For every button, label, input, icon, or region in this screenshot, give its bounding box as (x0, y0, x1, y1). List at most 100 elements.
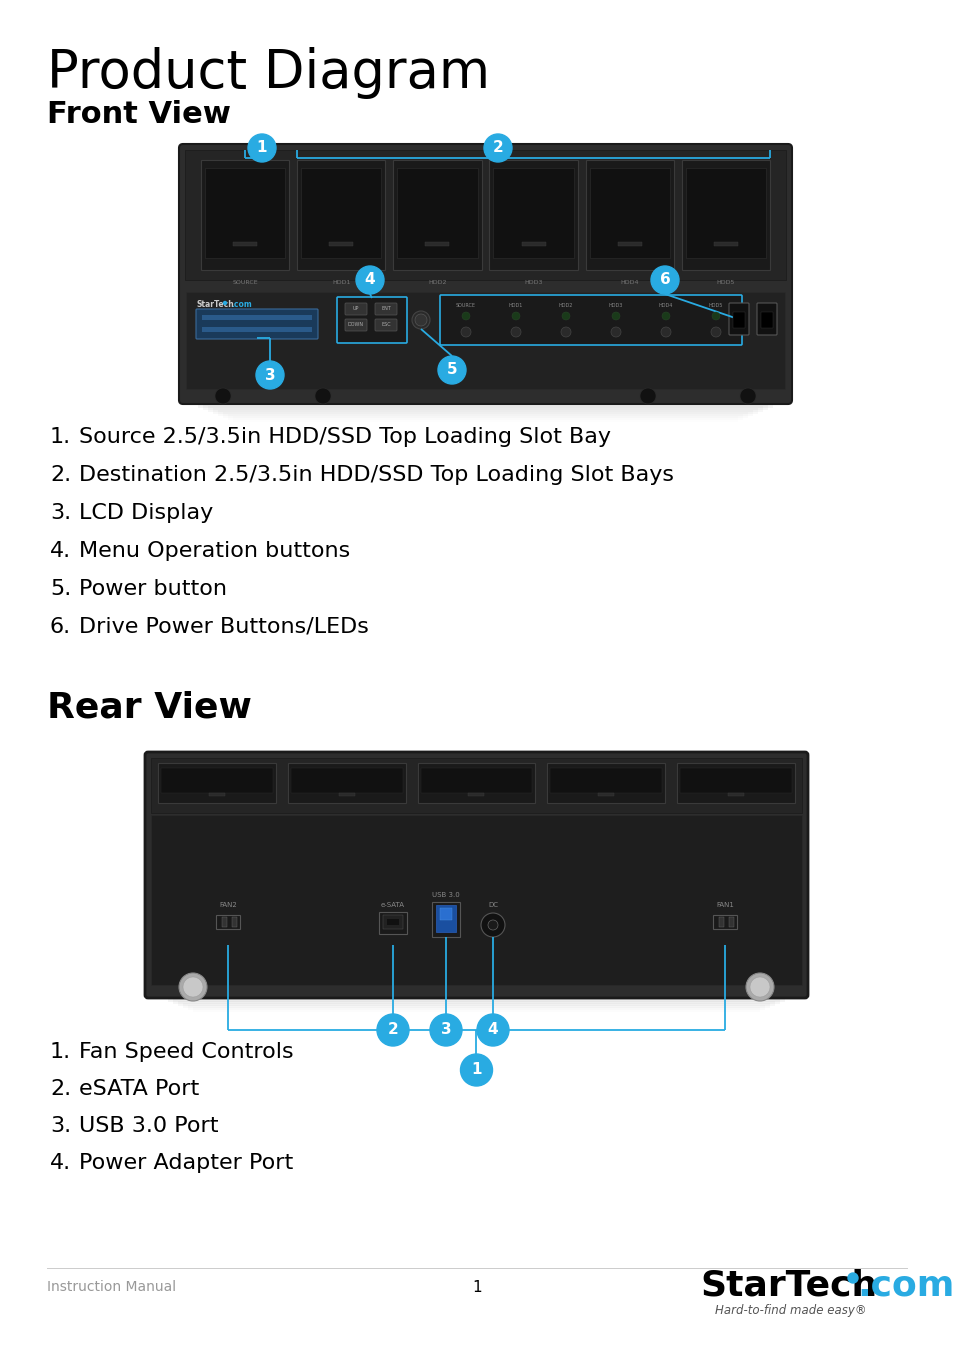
Circle shape (710, 327, 720, 338)
Circle shape (476, 1014, 509, 1046)
Text: HDD1: HDD1 (332, 280, 350, 285)
Bar (198, 402, 772, 408)
Bar (712, 915, 737, 929)
Circle shape (711, 312, 720, 320)
Bar (468, 794, 484, 796)
Text: 1.: 1. (50, 426, 71, 447)
Bar (713, 242, 737, 246)
Text: StarTech: StarTech (700, 1268, 877, 1302)
Text: Hard-to-find made easy®: Hard-to-find made easy® (714, 1305, 865, 1317)
Bar (233, 416, 738, 422)
Bar (218, 410, 752, 416)
Circle shape (480, 913, 504, 937)
Text: HDD4: HDD4 (619, 280, 639, 285)
FancyBboxPatch shape (336, 297, 407, 343)
Text: ESC: ESC (381, 323, 391, 327)
Bar (493, 168, 573, 258)
Text: 1: 1 (471, 1063, 481, 1077)
Bar (393, 160, 481, 270)
Bar (201, 160, 289, 270)
Text: USB 3.0 Port: USB 3.0 Port (79, 1116, 218, 1137)
Text: 4: 4 (487, 1022, 497, 1037)
Bar (185, 151, 785, 280)
Text: Power button: Power button (79, 578, 227, 599)
Text: SOURCE: SOURCE (232, 280, 257, 285)
Bar (186, 292, 784, 389)
Circle shape (223, 301, 226, 304)
Text: HDD2: HDD2 (558, 303, 573, 308)
Bar (719, 917, 723, 927)
Circle shape (355, 266, 384, 295)
Text: 6.: 6. (50, 617, 71, 638)
Text: USB 3.0: USB 3.0 (432, 892, 459, 898)
Text: 6: 6 (659, 273, 670, 288)
Text: 2.: 2. (50, 465, 71, 486)
Text: 1.: 1. (50, 1042, 71, 1063)
Text: 1: 1 (256, 140, 267, 156)
Circle shape (560, 327, 571, 338)
Text: ENT: ENT (380, 307, 391, 312)
FancyBboxPatch shape (345, 303, 367, 315)
Bar (172, 999, 780, 1003)
Bar (387, 919, 398, 925)
Circle shape (430, 1014, 461, 1046)
Bar (547, 763, 664, 803)
Bar (168, 997, 784, 1002)
Bar (228, 414, 742, 420)
Text: e-SATA: e-SATA (380, 902, 405, 908)
Bar (338, 794, 355, 796)
Text: DOWN: DOWN (348, 323, 364, 327)
FancyBboxPatch shape (195, 309, 317, 339)
Text: 3: 3 (440, 1022, 451, 1037)
Text: 1: 1 (472, 1280, 481, 1295)
Bar (233, 242, 256, 246)
Bar (178, 1001, 774, 1006)
Bar (425, 242, 449, 246)
Circle shape (460, 327, 471, 338)
Bar (188, 1005, 764, 1010)
Bar (550, 768, 661, 794)
Text: 3.: 3. (50, 1116, 71, 1137)
Text: 3: 3 (264, 367, 275, 382)
Text: eSATA Port: eSATA Port (79, 1079, 199, 1099)
Text: Drive Power Buttons/LEDs: Drive Power Buttons/LEDs (79, 617, 369, 638)
Bar (202, 315, 312, 320)
FancyBboxPatch shape (345, 319, 367, 331)
Text: 2: 2 (492, 140, 503, 156)
Circle shape (183, 976, 203, 997)
Bar (589, 168, 669, 258)
Circle shape (650, 266, 679, 295)
Text: FAN1: FAN1 (716, 902, 733, 908)
Text: DC: DC (488, 902, 497, 908)
Bar (727, 794, 743, 796)
Circle shape (847, 1272, 857, 1283)
Bar (151, 759, 801, 812)
Text: LCD Display: LCD Display (79, 503, 213, 523)
Bar (521, 242, 545, 246)
Bar (203, 404, 767, 410)
Text: HDD3: HDD3 (524, 280, 542, 285)
Circle shape (512, 312, 519, 320)
FancyBboxPatch shape (439, 295, 741, 346)
Text: Rear View: Rear View (47, 690, 252, 724)
Bar (677, 763, 794, 803)
Text: HDD1: HDD1 (508, 303, 522, 308)
Bar (618, 242, 641, 246)
Bar (288, 763, 405, 803)
Bar (598, 794, 614, 796)
Text: HDD4: HDD4 (659, 303, 673, 308)
Text: StarTech: StarTech (196, 300, 234, 309)
Circle shape (214, 387, 231, 404)
Text: HDD5: HDD5 (716, 280, 735, 285)
Bar (205, 168, 285, 258)
Circle shape (437, 356, 465, 385)
FancyBboxPatch shape (375, 319, 396, 331)
Bar (232, 917, 236, 927)
Text: 4.: 4. (50, 1153, 71, 1173)
Circle shape (488, 920, 497, 929)
Circle shape (745, 972, 773, 1001)
Bar (420, 768, 532, 794)
Bar (432, 902, 459, 937)
Circle shape (749, 976, 769, 997)
Text: Menu Operation buttons: Menu Operation buttons (79, 541, 350, 561)
